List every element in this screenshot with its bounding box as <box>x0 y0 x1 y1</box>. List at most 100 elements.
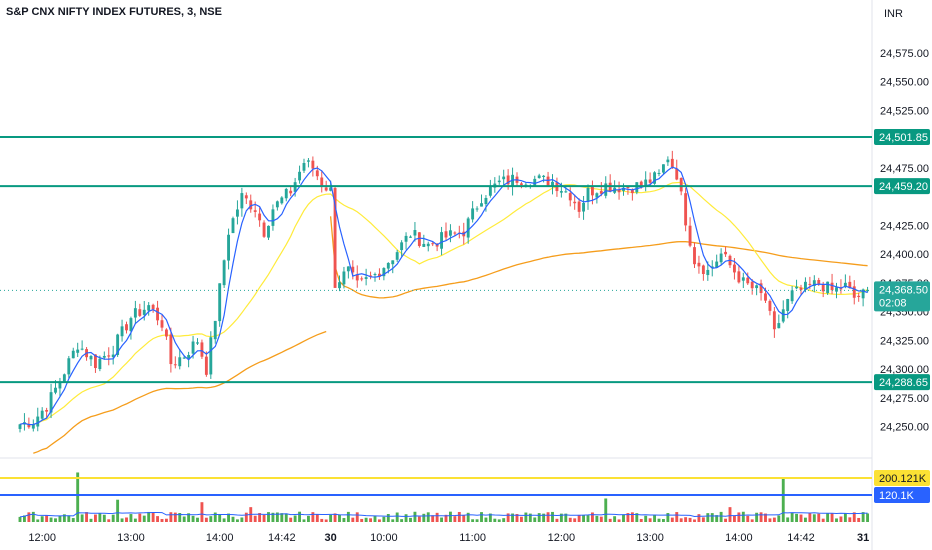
candle-body <box>71 350 75 359</box>
candle-body <box>240 193 244 209</box>
candle-body <box>36 416 40 427</box>
candle-body <box>502 176 506 180</box>
volume-bar <box>133 518 137 522</box>
candle-body <box>488 186 492 196</box>
volume-bar <box>843 513 847 522</box>
candle-body <box>315 170 319 177</box>
x-tick-label: 10:00 <box>370 532 398 544</box>
volume-bar <box>506 513 510 522</box>
slow-moving-average-line <box>19 181 868 426</box>
volume-bar <box>590 512 594 522</box>
volume-bar <box>701 517 705 522</box>
volume-bar <box>737 512 741 522</box>
volume-bar <box>200 502 204 522</box>
volume-bar <box>604 498 608 522</box>
candle-body <box>453 232 457 234</box>
volume-bar <box>129 514 133 522</box>
candle-body <box>231 218 235 234</box>
candle-body <box>98 358 102 370</box>
volume-bar <box>351 517 355 522</box>
volume-bar <box>138 513 142 522</box>
candle-body <box>568 193 572 201</box>
candle-body <box>18 424 22 429</box>
candle-body <box>284 188 288 199</box>
candle-body <box>835 287 838 292</box>
candle-body <box>125 324 128 331</box>
x-tick-label: 12:00 <box>28 532 56 544</box>
volume-bar <box>595 515 599 522</box>
x-tick-label: 13:00 <box>117 532 145 544</box>
volume-bar <box>173 512 177 522</box>
candle-body <box>772 311 776 330</box>
volume-bar <box>537 513 541 522</box>
volume-bar <box>724 518 728 522</box>
candle-body <box>795 286 799 289</box>
volume-bar <box>275 512 279 522</box>
price-level-tag-label: 24,501.85 <box>879 132 928 144</box>
candle-body <box>116 334 120 355</box>
volume-bar <box>559 513 563 522</box>
currency-label[interactable]: INR <box>884 8 903 20</box>
y-tick-label: 24,525.00 <box>880 105 929 117</box>
fast-moving-average-line <box>19 166 868 426</box>
volume-bar <box>817 513 821 522</box>
volume-bar <box>102 514 106 522</box>
volume-bar <box>315 514 319 522</box>
volume-bar <box>409 517 412 522</box>
volume-bar <box>697 514 701 522</box>
candle-body <box>577 201 581 212</box>
volume-bar <box>298 511 302 522</box>
candle-body <box>329 187 333 191</box>
volume-bar <box>31 511 35 522</box>
volume-bar <box>493 518 497 522</box>
volume-bar <box>715 515 719 522</box>
volume-bar <box>799 514 803 522</box>
volume-bar <box>320 518 324 522</box>
y-tick-label: 24,575.00 <box>880 48 929 60</box>
volume-bar <box>116 499 120 522</box>
candle-body <box>187 355 191 359</box>
x-tick-label: 11:00 <box>459 532 486 544</box>
candle-body <box>222 260 226 286</box>
candle-body <box>58 381 62 389</box>
candle-body <box>173 364 177 366</box>
volume-bar <box>369 518 373 522</box>
volume-bar <box>524 512 528 522</box>
countdown-label: 02:08 <box>879 297 907 309</box>
candle-body <box>559 191 563 193</box>
candle-body <box>213 320 217 340</box>
volume-bar <box>790 512 794 522</box>
volume-bar <box>657 518 661 522</box>
volume-bar <box>764 513 767 522</box>
candle-body <box>701 265 705 275</box>
volume-bar <box>391 519 395 522</box>
volume-bar <box>719 511 723 522</box>
volume-bar <box>258 513 262 522</box>
candle-body <box>76 349 80 353</box>
candle-body <box>466 218 470 238</box>
candle-body <box>377 273 381 277</box>
volume-bar <box>599 516 603 522</box>
candle-body <box>444 231 448 238</box>
volume-bar <box>373 515 377 522</box>
candle-body <box>373 274 377 276</box>
candle-body <box>360 278 364 280</box>
price-level-tag <box>874 178 930 195</box>
candle-body <box>697 262 701 267</box>
candle-body <box>382 268 386 277</box>
volume-bar <box>284 513 288 522</box>
candle-body <box>62 374 66 382</box>
candle-body <box>839 288 843 290</box>
volume-bar <box>196 517 199 522</box>
candle-body <box>732 264 736 273</box>
volume-bar <box>169 512 173 522</box>
candle-body <box>204 356 208 375</box>
volume-bar <box>573 518 577 522</box>
candle-body <box>551 181 554 186</box>
candle-body <box>107 355 111 357</box>
volume-bar <box>142 515 146 522</box>
candle-body <box>719 253 723 263</box>
volume-bar <box>289 517 293 522</box>
volume-bar <box>511 513 515 522</box>
